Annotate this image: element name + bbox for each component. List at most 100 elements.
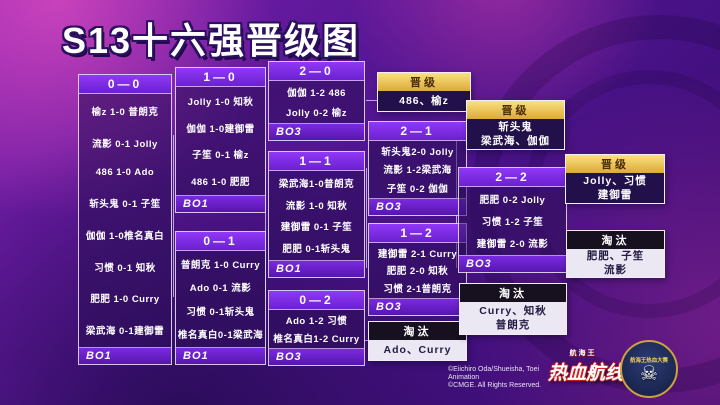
match-row: 梁武海 0-1建御雷 bbox=[85, 326, 165, 338]
advance-box-2: 晋级 斩头鬼 梁武海、伽伽 bbox=[466, 100, 565, 150]
player-names: Ado、Curry bbox=[383, 343, 452, 356]
match-row: Ado 0-1 流影 bbox=[189, 283, 252, 295]
match-row: 习惯 2-1普朗克 bbox=[383, 284, 452, 296]
match-row: 肥肥 1-0 Curry bbox=[90, 294, 160, 306]
match-row: 梁武海1-0普朗克 bbox=[278, 178, 355, 190]
bracket-connector bbox=[366, 100, 377, 101]
eliminate-players: Curry、知秋 普朗克 bbox=[460, 302, 566, 334]
game-logo: 航海王 热血航线 bbox=[548, 348, 625, 385]
copyright-line-1: ©Eiichiro Oda/Shueisha, Toei Animation bbox=[448, 366, 540, 381]
match-row: 斩头鬼 0-1 子笙 bbox=[89, 199, 161, 211]
game-logo-subtitle: 航海王 bbox=[569, 350, 597, 357]
match-row: 普朗克 1-0 Curry bbox=[180, 259, 261, 271]
player-names: 梁武海、伽伽 bbox=[481, 135, 550, 147]
advance-players: 斩头鬼 梁武海、伽伽 bbox=[467, 119, 564, 149]
bracket-format: BO3 bbox=[369, 198, 466, 215]
match-row: 肥肥 2-0 知秋 bbox=[386, 266, 449, 278]
match-row: 椎名真白0-1梁武海 bbox=[177, 330, 264, 342]
match-row: 流影 1-2梁武海 bbox=[383, 165, 452, 177]
match-row: Ado 1-2 习惯 bbox=[285, 316, 348, 327]
match-row: 伽伽 1-0椎名真白 bbox=[85, 230, 165, 242]
tournament-badge: 航海王热血大赛 ☠ bbox=[620, 340, 678, 398]
bracket-header: 2—0 bbox=[269, 62, 364, 81]
advance-header: 晋级 bbox=[467, 101, 564, 119]
advance-players: 486、榆z bbox=[378, 91, 470, 111]
bracket-group-1-2: 1—2 建御雷 2-1 Curry 肥肥 2-0 知秋 习惯 2-1普朗克 BO… bbox=[368, 223, 467, 316]
bracket-body: 肥肥 0-2 Jolly 习惯 1-2 子笙 建御雷 2-0 流影 bbox=[459, 187, 566, 255]
bracket-header: 1—2 bbox=[369, 224, 466, 243]
match-row: 建御雷 0-1 子笙 bbox=[280, 222, 353, 234]
advance-players: Jolly、习惯 建御雷 bbox=[566, 173, 664, 203]
match-row: 习惯 0-1斩头鬼 bbox=[186, 306, 255, 318]
bracket-group-1-0: 1—0 Jolly 1-0 知秋 伽伽 1-0建御雷 子笙 0-1 榆z 486… bbox=[175, 67, 266, 213]
bracket-body: 梁武海1-0普朗克 流影 1-0 知秋 建御雷 0-1 子笙 肥肥 0-1斩头鬼 bbox=[269, 171, 364, 260]
match-row: 流影 1-0 知秋 bbox=[285, 200, 348, 212]
bracket-format: BO1 bbox=[269, 260, 364, 277]
skull-crossbones-icon: ☠ bbox=[640, 362, 658, 385]
bracket-header: 0—1 bbox=[176, 232, 265, 251]
bracket-header: 1—1 bbox=[269, 152, 364, 171]
bracket-group-0-0: 0—0 榆z 1-0 普朗克 流影 0-1 Jolly 486 1-0 Ado … bbox=[78, 74, 172, 365]
player-names: 肥肥、子笙 bbox=[586, 250, 645, 262]
bracket-body: 伽伽 1-2 486 Jolly 0-2 榆z bbox=[269, 81, 364, 123]
player-names: 建御雷 bbox=[597, 189, 633, 201]
eliminate-header: 淘汰 bbox=[369, 322, 466, 340]
page-title: S13十六强晋级图 bbox=[62, 20, 361, 61]
bracket-body: Ado 1-2 习惯 椎名真白1-2 Curry bbox=[269, 310, 364, 348]
match-row: 建御雷 2-1 Curry bbox=[377, 248, 458, 260]
match-row: 习惯 0-1 知秋 bbox=[94, 262, 156, 274]
bracket-format: BO3 bbox=[269, 123, 364, 140]
match-row: 肥肥 0-2 Jolly bbox=[479, 195, 546, 206]
eliminate-players: Ado、Curry bbox=[369, 340, 466, 360]
bracket-body: 普朗克 1-0 Curry Ado 0-1 流影 习惯 0-1斩头鬼 椎名真白0… bbox=[176, 251, 265, 347]
bracket-body: Jolly 1-0 知秋 伽伽 1-0建御雷 子笙 0-1 榆z 486 1-0… bbox=[176, 87, 265, 195]
bracket-format: BO1 bbox=[79, 347, 171, 364]
bracket-group-1-1: 1—1 梁武海1-0普朗克 流影 1-0 知秋 建御雷 0-1 子笙 肥肥 0-… bbox=[268, 151, 365, 278]
bracket-group-2-0: 2—0 伽伽 1-2 486 Jolly 0-2 榆z BO3 bbox=[268, 61, 365, 141]
match-row: 伽伽 1-2 486 bbox=[287, 88, 346, 99]
eliminate-box-2: 淘汰 Curry、知秋 普朗克 bbox=[459, 283, 567, 335]
bracket-format: BO1 bbox=[176, 347, 265, 364]
player-names: 普朗克 bbox=[495, 319, 531, 331]
bracket-group-2-2: 2—2 肥肥 0-2 Jolly 习惯 1-2 子笙 建御雷 2-0 流影 BO… bbox=[458, 167, 567, 273]
game-logo-title: 热血航线 bbox=[548, 363, 625, 384]
tournament-badge-label: 航海王热血大赛 bbox=[630, 357, 668, 364]
bracket-header: 2—1 bbox=[369, 122, 466, 141]
match-row: 伽伽 1-0建御雷 bbox=[186, 123, 255, 135]
eliminate-box-3: 淘汰 肥肥、子笙 流影 bbox=[566, 230, 665, 278]
bracket-connector bbox=[173, 135, 174, 297]
player-names: Jolly、习惯 bbox=[583, 174, 647, 187]
bracket-header: 0—2 bbox=[269, 291, 364, 310]
advance-header: 晋级 bbox=[566, 155, 664, 173]
bracket-connector bbox=[364, 340, 369, 341]
match-row: 486 1-0 Ado bbox=[95, 167, 155, 179]
match-row: 子笙 0-2 伽伽 bbox=[386, 183, 449, 195]
eliminate-header: 淘汰 bbox=[460, 284, 566, 302]
match-row: Jolly 1-0 知秋 bbox=[187, 97, 254, 109]
advance-box-1: 晋级 486、榆z bbox=[377, 72, 471, 112]
match-row: 习惯 1-2 子笙 bbox=[481, 217, 544, 228]
player-names: 流影 bbox=[604, 264, 627, 277]
player-names: 486、榆z bbox=[399, 94, 449, 107]
match-row: 子笙 0-1 榆z bbox=[192, 150, 249, 162]
bracket-body: 斩头鬼2-0 Jolly 流影 1-2梁武海 子笙 0-2 伽伽 bbox=[369, 141, 466, 198]
copyright-line-2: ©CMGE. All Rights Reserved. bbox=[448, 382, 542, 389]
match-row: 486 1-0 肥肥 bbox=[191, 176, 250, 188]
match-row: 流影 0-1 Jolly bbox=[92, 138, 158, 150]
bracket-group-2-1: 2—1 斩头鬼2-0 Jolly 流影 1-2梁武海 子笙 0-2 伽伽 BO3 bbox=[368, 121, 467, 216]
advance-header: 晋级 bbox=[378, 73, 470, 91]
bracket-connector bbox=[366, 168, 367, 268]
match-row: 榆z 1-0 普朗克 bbox=[91, 106, 159, 118]
player-names: Curry、知秋 bbox=[479, 304, 547, 317]
bracket-connector bbox=[265, 140, 266, 298]
copyright-text: ©Eiichiro Oda/Shueisha, Toei Animation ©… bbox=[448, 366, 558, 390]
bracket-format: BO3 bbox=[269, 348, 364, 365]
bracket-header: 1—0 bbox=[176, 68, 265, 87]
bracket-body: 建御雷 2-1 Curry 肥肥 2-0 知秋 习惯 2-1普朗克 bbox=[369, 243, 466, 298]
advance-box-3: 晋级 Jolly、习惯 建御雷 bbox=[565, 154, 665, 204]
match-row: 椎名真白1-2 Curry bbox=[273, 334, 360, 345]
match-row: Jolly 0-2 榆z bbox=[286, 108, 347, 119]
bracket-header: 2—2 bbox=[459, 168, 566, 187]
match-row: 建御雷 2-0 流影 bbox=[476, 239, 549, 250]
